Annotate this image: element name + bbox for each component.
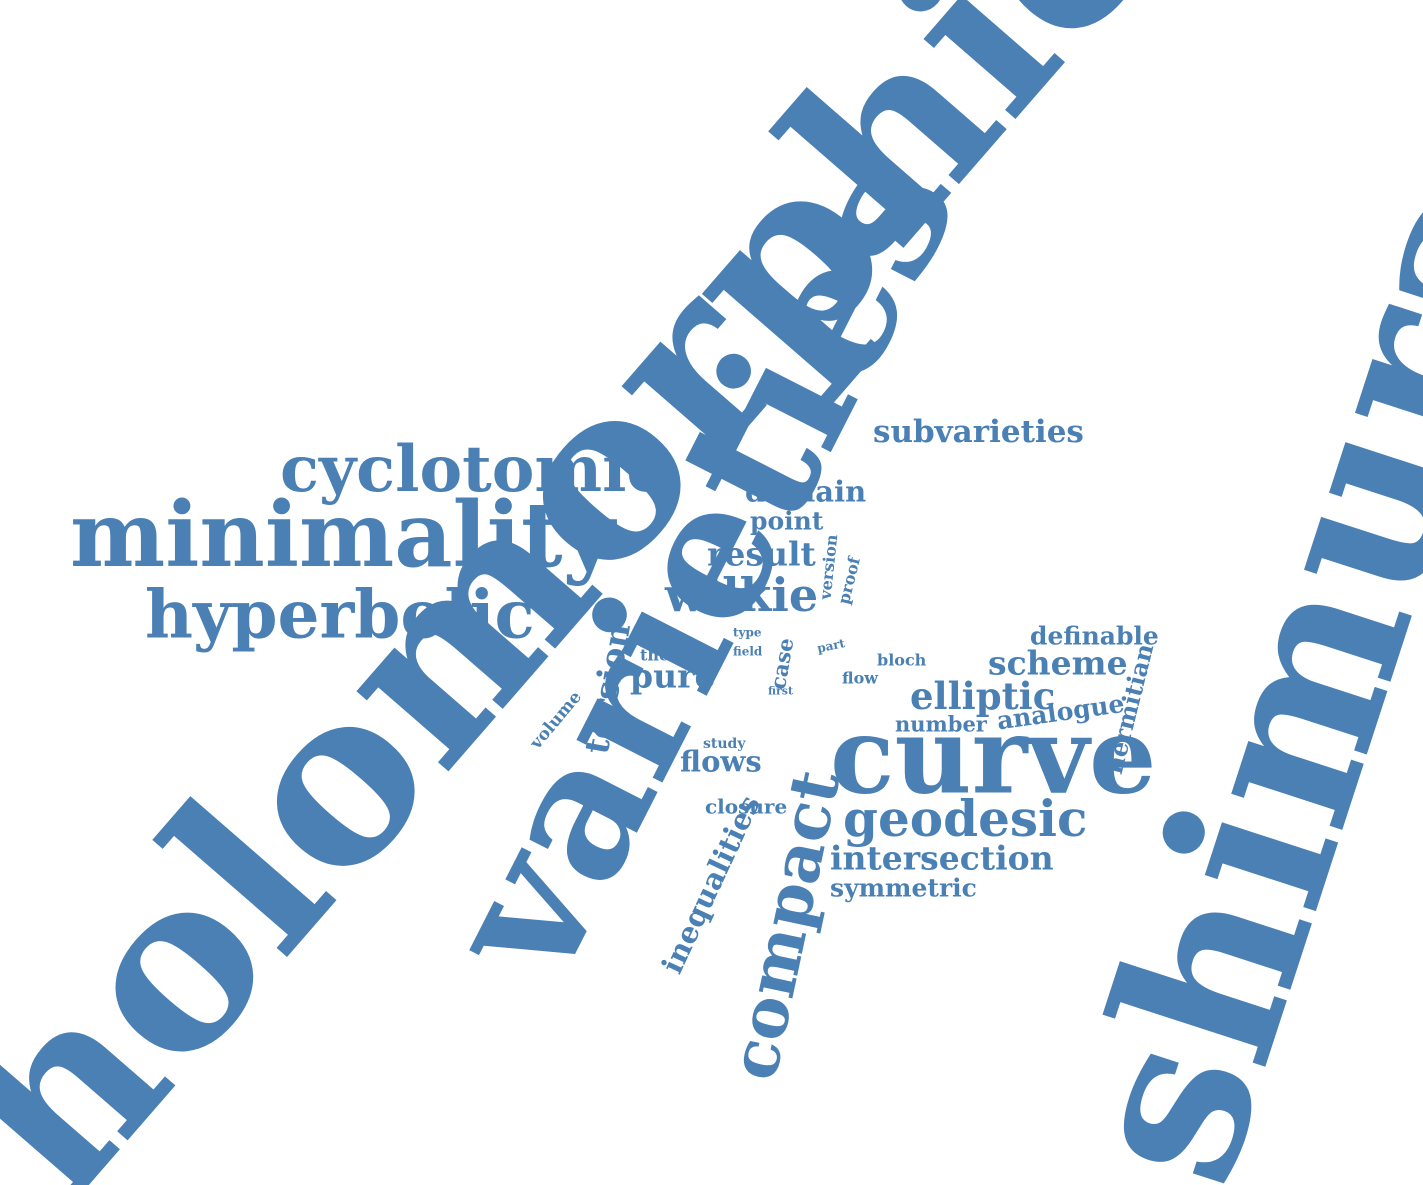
word-point: point xyxy=(750,506,824,536)
word-first: first xyxy=(768,684,794,698)
word-cyclotomic: cyclotomic xyxy=(280,432,666,508)
word-thesis: thesis xyxy=(640,645,694,665)
word-curve: curve xyxy=(830,692,1157,818)
word-domain: domain xyxy=(745,474,867,509)
word-bloch: bloch xyxy=(877,650,927,670)
word-flows: flows xyxy=(680,744,762,779)
word-result: result xyxy=(707,534,816,574)
word-study: study xyxy=(703,736,746,753)
word-symmetric: symmetric xyxy=(830,873,977,903)
word-elliptic: elliptic xyxy=(910,674,1056,719)
word-pure: pure xyxy=(630,656,716,696)
word-number: number xyxy=(895,711,987,737)
word-flow: flow xyxy=(842,668,879,688)
word-scheme: scheme xyxy=(988,643,1128,683)
word-definable: definable xyxy=(1030,621,1159,651)
word-closure: closure xyxy=(705,794,788,819)
word-field: field xyxy=(733,644,763,659)
word-subvarieties: subvarieties xyxy=(873,413,1084,450)
word-type: type xyxy=(733,625,762,640)
word-intersection: intersection xyxy=(830,838,1054,878)
word-wilkie: wilkie xyxy=(665,568,819,623)
word-minimality: minimality xyxy=(70,481,615,588)
word-case: case xyxy=(764,636,799,692)
word-proof: proof xyxy=(833,555,864,607)
word-hyperbolic: hyperbolic xyxy=(145,575,535,654)
word-part: part xyxy=(815,636,847,656)
word-geodesic: geodesic xyxy=(843,789,1088,848)
